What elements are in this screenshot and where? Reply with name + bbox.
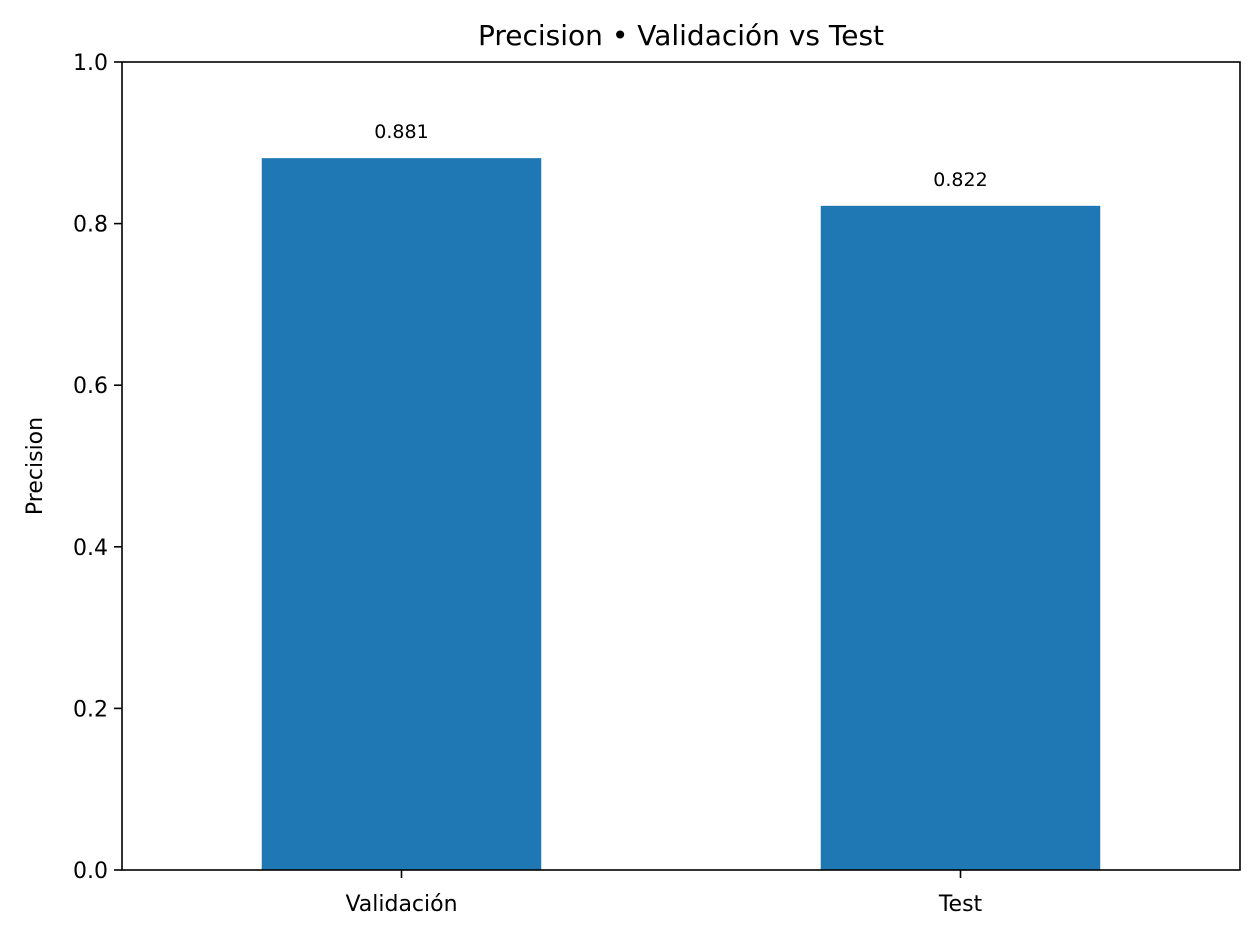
x-axis: Validación Test [345,870,983,917]
y-tick-label-0: 0.0 [73,859,108,884]
y-tick-label-3: 0.6 [73,374,108,399]
bar-value-label-0: 0.881 [374,121,428,143]
bars-group [261,158,1101,871]
y-tick-label-2: 0.4 [73,536,108,561]
x-tick-label-0: Validación [345,892,457,917]
bar-1 [820,205,1101,871]
x-tick-label-1: Test [938,892,983,917]
y-axis-title: Precision [23,417,48,515]
chart-title: Precision • Validación vs Test [478,19,884,52]
plot-frame [121,61,1241,871]
y-tick-label-4: 0.8 [73,213,108,238]
y-axis: 0.0 0.2 0.4 0.6 0.8 1.0 [73,51,122,884]
bar-0 [261,158,542,871]
bar-value-label-1: 0.822 [933,169,987,191]
y-tick-label-5: 1.0 [73,51,108,76]
data-labels-group: 0.881 0.822 [374,121,987,191]
y-tick-label-1: 0.2 [73,697,108,722]
